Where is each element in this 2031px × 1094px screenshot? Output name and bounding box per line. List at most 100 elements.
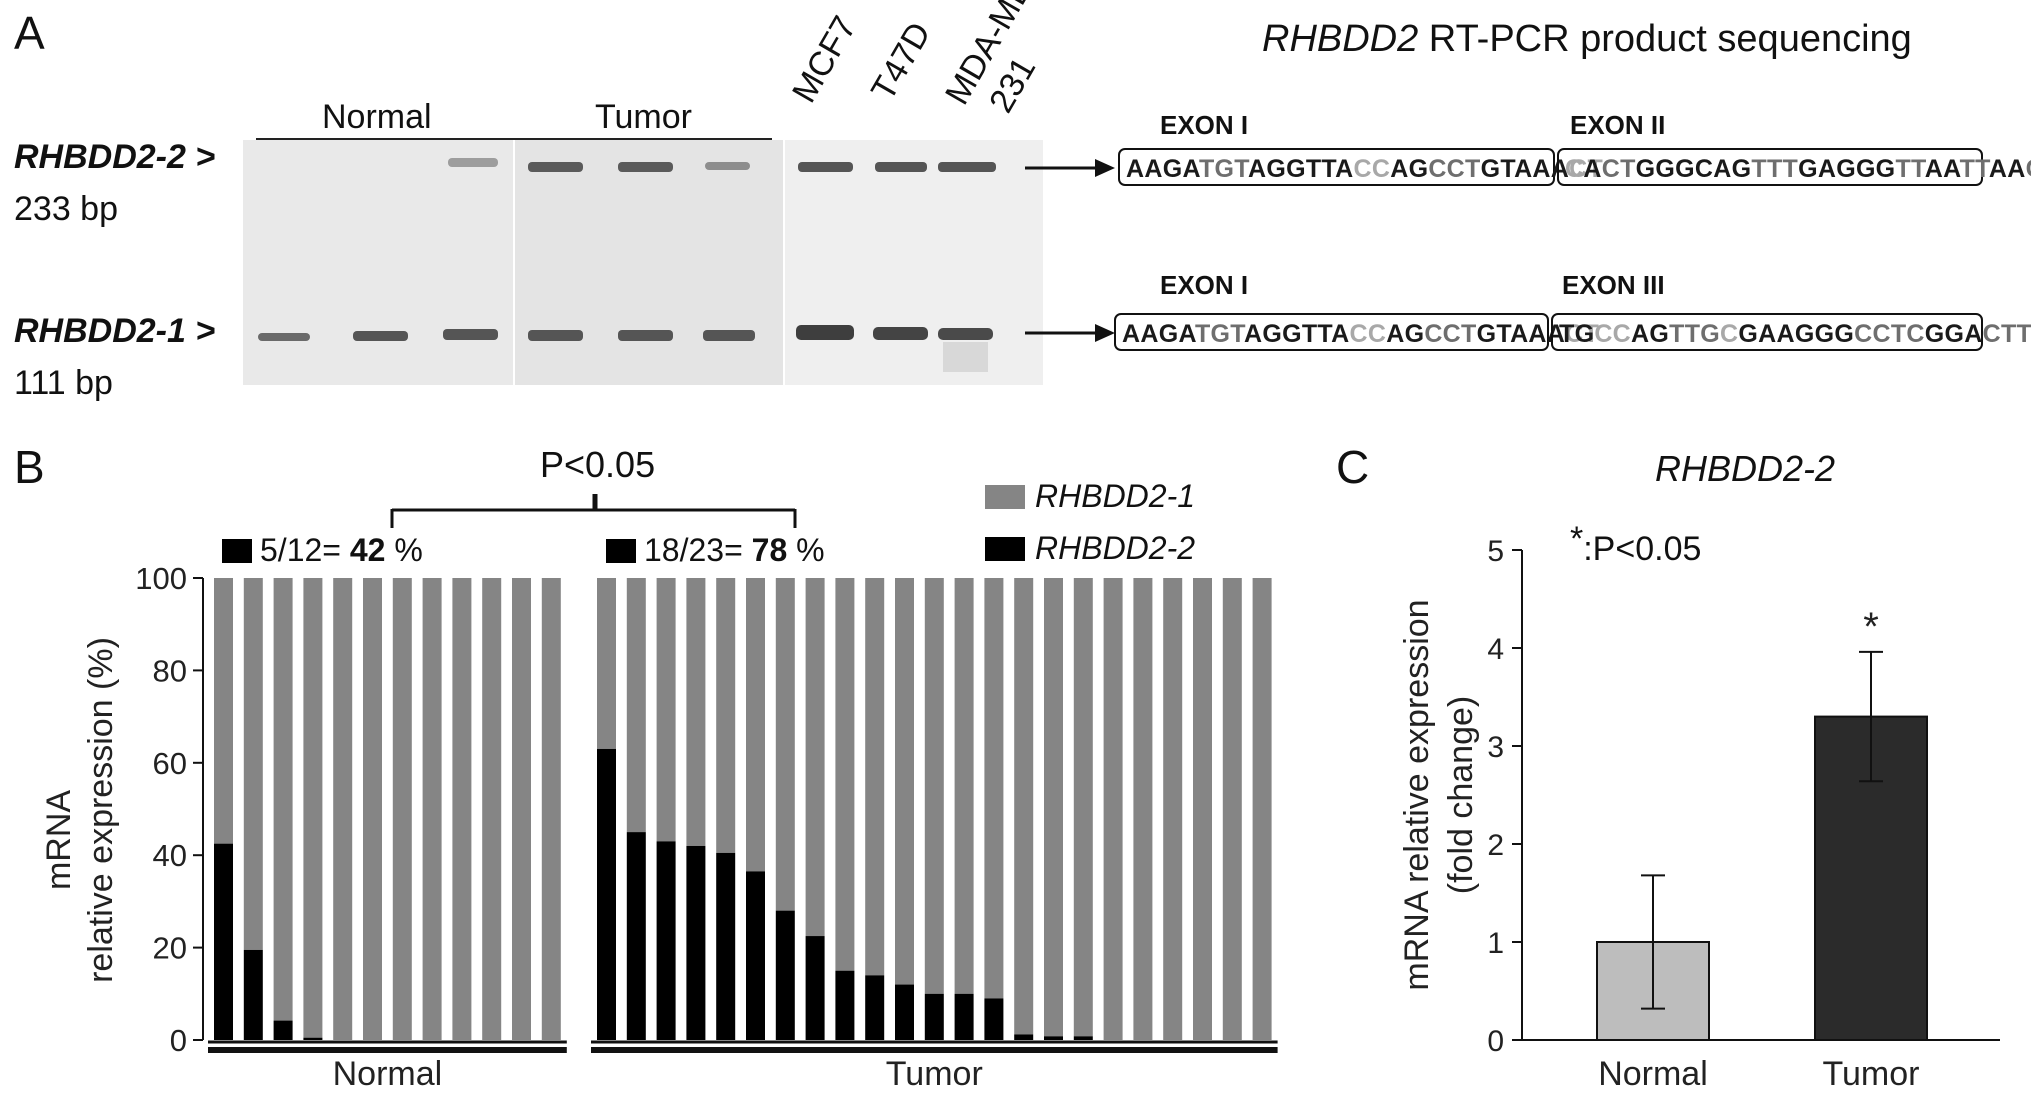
bar-rhbdd2-1 [686,578,706,846]
y-tick-label: 40 [153,838,187,873]
sequence-segment: TT [1959,155,1989,183]
bar-rhbdd2-2 [775,910,795,1040]
bar-rhbdd2-2 [303,1037,323,1040]
bar-rhbdd2-1 [716,578,736,853]
bar-rhbdd2-1 [626,578,646,833]
panel-b-letter: B [14,441,45,493]
sequencing-title-gene: RHBDD2 [1262,18,1419,60]
x-group-label: Normal [333,1055,443,1093]
tumor-fraction-suffix: % [787,532,825,568]
normal-fraction-prefix: 5/12= [260,532,350,568]
upper-exon-right-label: EXON II [1570,110,1666,140]
normal-fraction-suffix: % [385,532,423,568]
sequence-segment: AG [1386,320,1425,348]
bar-rhbdd2-1 [954,578,974,994]
y-tick-label: 1 [1487,927,1504,960]
legend-swatch-rhbdd2-2 [985,537,1025,561]
panel-b-pvalue: P<0.05 [540,444,656,485]
arrow-upper [1025,159,1115,177]
bar-rhbdd2-1 [984,578,1004,999]
y-tick-label: 3 [1487,731,1504,764]
bar-rhbdd2-2 [835,970,855,1040]
bar-rhbdd2-1 [482,578,502,1040]
y-axis-label-line2: (fold change) [1442,696,1480,894]
y-tick-label: 80 [153,653,187,688]
bar-rhbdd2-2 [686,845,706,1040]
y-tick-label: 4 [1487,633,1504,666]
sequence-segment: CTTC [1982,320,2031,348]
upper-sequence-exon2-box: CACTGGGCAGTTTGAGGGTTAATTAAGTG [1557,148,2031,186]
significance-star: * [1863,605,1879,649]
cell-line-mcf7: MCF7 [785,9,865,109]
band-lower-name: RHBDD2-1 > [14,312,216,350]
y-tick-label: 60 [153,746,187,781]
bar-rhbdd2-1 [392,578,412,1040]
bar-rhbdd2-1 [214,578,233,844]
y-tick-label: 0 [170,1023,187,1058]
sequence-segment: C [1565,155,1584,183]
normal-fraction: 5/12= 42 % [222,532,423,569]
panel-c-pnote-star: * [1570,520,1584,558]
bar-rhbdd2-1 [541,578,561,1040]
gel-image [243,140,1043,385]
bar-rhbdd2-1 [835,578,855,971]
sequence-segment: GTG [2026,155,2031,183]
sequence-segment: GGA [1924,320,1983,348]
bar-rhbdd2-2 [1044,1036,1063,1040]
bar-rhbdd2-1 [746,578,765,872]
sequencing-title-rest: RT-PCR product sequencing [1418,18,1912,60]
lower-sequence-exon1-box: AAGATGTAGGTTACCAGCCTGTAAACT [1114,313,1599,351]
sequence-segment: A [1583,155,1602,183]
sequence-segment: TTT [1751,155,1799,183]
bar-rhbdd2-1 [363,578,382,1040]
y-tick-label: 20 [153,931,187,966]
sequence-segment: AA [1924,155,1960,183]
bar-rhbdd2-1 [805,578,825,937]
bar-rhbdd2-2 [597,748,616,1040]
bar-rhbdd2-1 [1014,578,1034,1035]
panel-b-bracket [390,494,797,528]
bar-rhbdd2-2 [716,852,736,1040]
panel-c-title: RHBDD2-2 [1655,448,1836,489]
sequence-segment: CC [1353,155,1391,183]
bar-rhbdd2-1 [512,578,531,1040]
upper-sequence-exon1-box: AAGATGTAGGTTACCAGCCTGTAAACT [1118,148,1603,186]
bar-rhbdd2-1 [1193,578,1212,1040]
y-tick-label: 100 [135,561,187,596]
y-axis-label-line1: mRNA relative expression [1398,599,1436,990]
band-upper-name: RHBDD2-2 > [14,138,216,176]
tumor-fraction-swatch [606,539,636,563]
bar-rhbdd2-2 [984,998,1004,1040]
upper-exon-left-label: EXON I [1160,110,1249,140]
sequence-segment: CC [1594,320,1632,348]
bar-rhbdd2-2 [1073,1036,1093,1040]
bar-rhbdd2-1 [422,578,442,1040]
bar-rhbdd2-1 [1073,578,1093,1037]
normal-fraction-swatch [222,539,252,563]
bar-rhbdd2-2 [924,993,944,1040]
bar-rhbdd2-1 [895,578,914,985]
sequence-segment: C [1720,320,1739,348]
band-upper-size: 233 bp [14,190,118,228]
legend-item-rhbdd2-1: RHBDD2-1 [985,478,1195,515]
bar-rhbdd2-1 [333,578,353,1040]
sequence-segment: AAGA [1122,320,1195,348]
bar-rhbdd2-2 [214,843,233,1040]
lower-exon-right-label: EXON III [1562,270,1665,300]
panel-c-letter: C [1336,441,1370,493]
bar-rhbdd2-2 [656,841,676,1040]
bar-rhbdd2-1 [656,578,676,842]
cell-line-t47d: T47D [864,15,939,107]
sequence-segment: GAAGGG [1738,320,1855,348]
bar-rhbdd2-2 [626,832,646,1040]
panel-a-letter: A [14,7,45,59]
legend-label-rhbdd2-1: RHBDD2-1 [1035,478,1196,514]
legend-item-rhbdd2-2: RHBDD2-2 [985,530,1195,567]
lower-sequence-exon3-box: TGCCAGTTGCGAAGGGCCTCGGACTTCAA [1551,313,2031,351]
legend-label-rhbdd2-2: RHBDD2-2 [1035,530,1196,566]
sequence-segment: CAG [1694,155,1752,183]
bar-rhbdd2-1 [1222,578,1242,1040]
bar-rhbdd2-2 [895,984,914,1040]
tumor-group-line [528,138,772,140]
x-group-label: Tumor [886,1055,983,1093]
